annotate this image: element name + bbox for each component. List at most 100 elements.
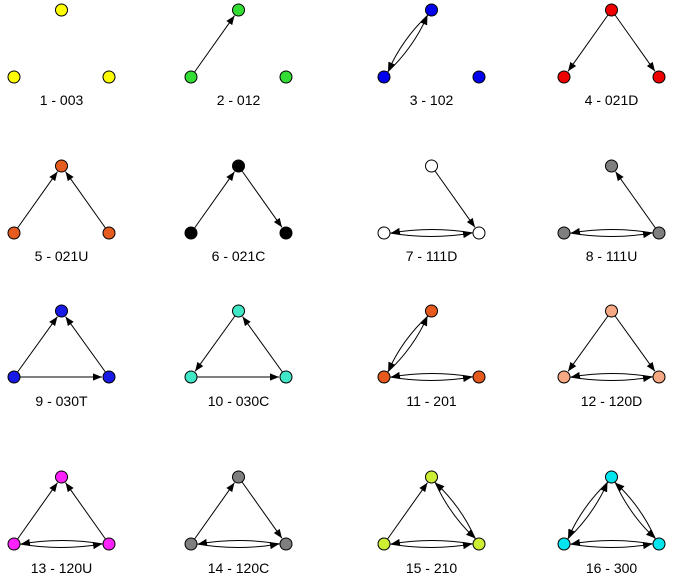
edge-t-to-r: [434, 481, 476, 539]
edge-r-to-t: [65, 482, 106, 540]
triad-label: 8 - 111U: [586, 248, 638, 264]
node-top: [232, 470, 245, 484]
triad-label: 4 - 021D: [585, 92, 639, 108]
triad-panel-12: 12 - 120D: [557, 304, 666, 409]
node-right: [652, 226, 666, 240]
edge-r-to-t: [65, 171, 106, 229]
edge-r-to-l: [570, 227, 654, 236]
node-top: [425, 3, 438, 17]
edge-r-to-l: [390, 538, 474, 547]
triad-panel-14: 14 - 120C: [184, 470, 293, 576]
edge-l-to-t: [194, 482, 235, 540]
edge-t-to-l: [194, 315, 236, 372]
edge-t-to-r: [614, 315, 656, 372]
triad-panel-16: 16 - 300: [557, 470, 666, 576]
triad-label: 9 - 030T: [35, 393, 88, 409]
edge-r-to-t: [242, 316, 283, 373]
triad-label: 3 - 102: [410, 92, 454, 108]
triad-panel-3: 3 - 102: [377, 3, 486, 108]
node-top: [605, 304, 618, 318]
node-right: [102, 537, 116, 551]
node-top: [55, 470, 68, 484]
edge-l-to-r: [196, 541, 280, 550]
edge-l-to-r: [389, 541, 473, 550]
node-left: [377, 537, 391, 551]
node-top: [605, 3, 618, 17]
edge-r-to-t: [615, 171, 656, 229]
triad-label: 1 - 003: [40, 92, 84, 108]
node-right: [472, 70, 486, 84]
node-top: [55, 3, 68, 17]
triad-label: 10 - 030C: [208, 393, 269, 409]
node-left: [184, 70, 198, 84]
edge-r-to-l: [197, 538, 281, 547]
node-top: [605, 470, 618, 484]
node-top: [425, 304, 438, 318]
edge-r-to-t: [615, 482, 656, 540]
node-right: [102, 70, 116, 84]
node-top: [232, 304, 245, 318]
edge-l-to-t: [567, 482, 608, 540]
triad-panel-10: 10 - 030C: [184, 304, 293, 409]
node-left: [377, 70, 391, 84]
edge-t-to-r: [614, 481, 656, 539]
edge-t-to-l: [567, 315, 609, 372]
node-right: [652, 537, 666, 551]
node-right: [472, 370, 486, 384]
triad-panel-11: 11 - 201: [377, 304, 486, 409]
edge-t-to-r: [434, 170, 476, 228]
node-left: [184, 537, 198, 551]
edge-l-to-t: [387, 15, 428, 73]
edge-l-to-r: [569, 230, 653, 239]
edge-l-to-r: [569, 541, 653, 550]
edge-r-to-t: [65, 316, 106, 373]
triad-panel-4: 4 - 021D: [557, 3, 666, 108]
node-right: [279, 370, 293, 384]
edge-r-to-l: [390, 371, 474, 380]
edge-t-to-l: [567, 481, 609, 539]
edge-l-to-t: [17, 171, 58, 229]
edge-l-to-t: [17, 316, 58, 373]
triad-label: 5 - 021U: [35, 248, 89, 264]
edge-t-to-l: [387, 315, 429, 372]
triad-panel-5: 5 - 021U: [7, 159, 116, 264]
triad-label: 2 - 012: [217, 92, 261, 108]
edge-t-to-r: [241, 170, 283, 228]
node-left: [377, 226, 391, 240]
node-top: [425, 159, 438, 173]
triad-panel-6: 6 - 021C: [184, 159, 293, 264]
triad-label: 14 - 120C: [208, 560, 269, 576]
node-top: [232, 159, 245, 173]
edge-t-to-r: [614, 14, 656, 72]
node-right: [279, 226, 293, 240]
node-top: [605, 159, 618, 173]
node-right: [279, 537, 293, 551]
triad-panel-1: 1 - 003: [7, 3, 116, 108]
node-left: [557, 70, 571, 84]
node-left: [7, 226, 21, 240]
node-top: [55, 304, 68, 318]
edge-l-to-t: [387, 482, 428, 540]
triad-label: 15 - 210: [406, 560, 458, 576]
node-left: [184, 370, 198, 384]
edge-t-to-r: [241, 481, 283, 539]
edge-l-to-t: [194, 171, 235, 229]
edge-l-to-r: [389, 374, 473, 383]
edge-r-to-t: [435, 482, 476, 540]
triad-label: 7 - 111D: [406, 248, 458, 264]
node-left: [377, 370, 391, 384]
node-top: [232, 3, 245, 17]
triad-panel-2: 2 - 012: [184, 3, 293, 108]
node-right: [472, 226, 486, 240]
node-top: [425, 470, 438, 484]
node-left: [557, 370, 571, 384]
edge-l-to-t: [387, 316, 428, 373]
edge-l-to-t: [17, 482, 58, 540]
node-left: [7, 70, 21, 84]
node-right: [279, 70, 293, 84]
triad-label: 11 - 201: [406, 393, 457, 409]
triad-panel-9: 9 - 030T: [7, 304, 116, 409]
node-top: [55, 159, 68, 173]
node-right: [472, 537, 486, 551]
